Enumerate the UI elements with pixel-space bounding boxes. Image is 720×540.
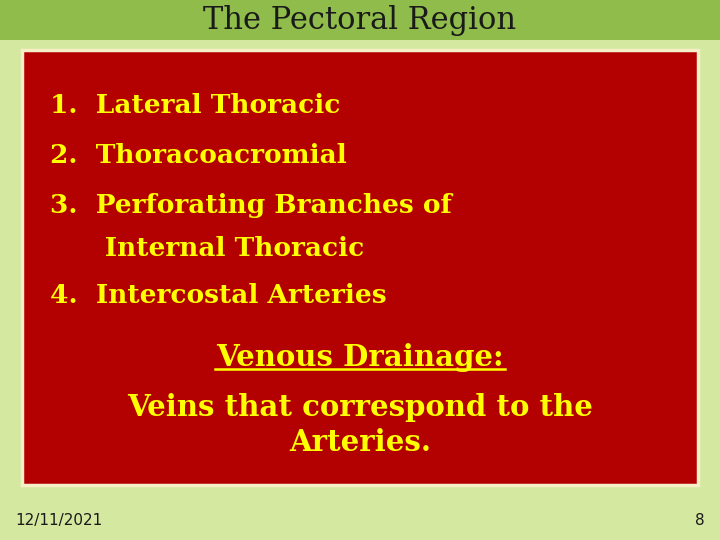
Text: Veins that correspond to the: Veins that correspond to the xyxy=(127,393,593,422)
Text: Arteries.: Arteries. xyxy=(289,428,431,456)
Text: 12/11/2021: 12/11/2021 xyxy=(15,512,102,528)
Text: 3.  Perforating Branches of: 3. Perforating Branches of xyxy=(50,193,451,218)
Text: Venous Drainage:: Venous Drainage: xyxy=(216,342,504,372)
Text: 1.  Lateral Thoracic: 1. Lateral Thoracic xyxy=(50,92,341,118)
Text: 2.  Thoracoacromial: 2. Thoracoacromial xyxy=(50,143,347,167)
FancyBboxPatch shape xyxy=(22,50,698,485)
FancyBboxPatch shape xyxy=(0,0,720,40)
Text: The Pectoral Region: The Pectoral Region xyxy=(204,5,516,36)
Text: 4.  Intercostal Arteries: 4. Intercostal Arteries xyxy=(50,282,387,308)
Text: Internal Thoracic: Internal Thoracic xyxy=(50,235,364,261)
Text: 8: 8 xyxy=(696,512,705,528)
